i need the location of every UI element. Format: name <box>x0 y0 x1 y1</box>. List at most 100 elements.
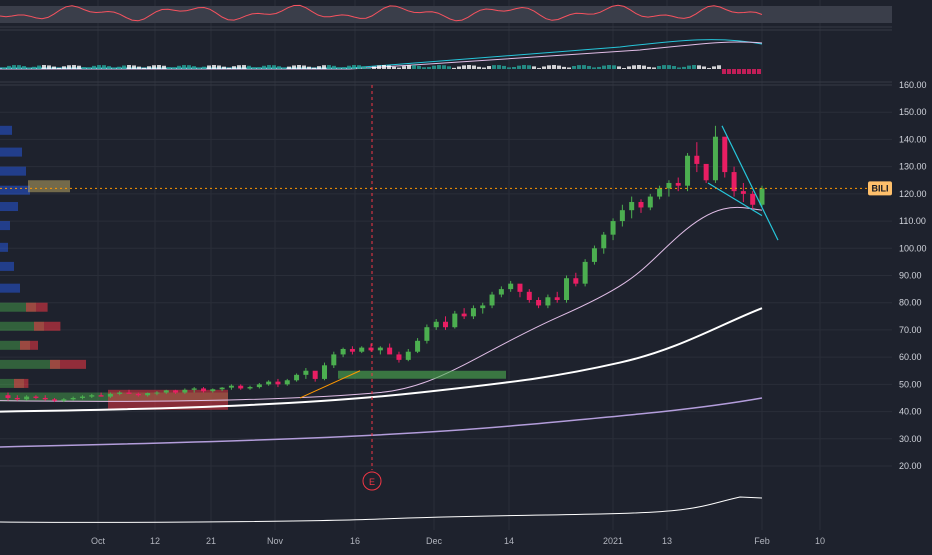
candle-body[interactable] <box>554 297 560 300</box>
candle-body[interactable] <box>219 387 225 390</box>
candle-body[interactable] <box>5 395 11 398</box>
candle-body[interactable] <box>508 283 514 290</box>
candle-body[interactable] <box>582 261 588 284</box>
adx-bar <box>547 65 551 69</box>
candle-body[interactable] <box>396 354 402 360</box>
candle-body[interactable] <box>70 397 76 400</box>
candle-body[interactable] <box>98 395 104 397</box>
candle-body[interactable] <box>657 188 663 197</box>
candle-body[interactable] <box>740 191 746 194</box>
candle-body[interactable] <box>610 221 616 235</box>
candle-body[interactable] <box>526 291 532 300</box>
candle-body[interactable] <box>312 370 318 379</box>
candle-body[interactable] <box>638 202 644 208</box>
candle-body[interactable] <box>107 393 113 397</box>
candle-body[interactable] <box>89 395 95 397</box>
candle-body[interactable] <box>601 234 607 249</box>
adx-bar <box>722 69 726 74</box>
candle-body[interactable] <box>52 399 58 401</box>
candle-body[interactable] <box>750 193 756 205</box>
candle-body[interactable] <box>564 278 570 300</box>
candle-body[interactable] <box>452 313 458 328</box>
candle-body[interactable] <box>182 389 188 393</box>
candle-body[interactable] <box>340 348 346 355</box>
candle-body[interactable] <box>694 155 700 164</box>
candle-body[interactable] <box>666 182 672 189</box>
candle-body[interactable] <box>24 396 30 400</box>
candle-body[interactable] <box>191 388 197 390</box>
candle-body[interactable] <box>256 384 262 388</box>
candle-body[interactable] <box>517 283 523 292</box>
adx-line-pink <box>0 41 763 70</box>
candles[interactable] <box>5 125 765 403</box>
candle-body[interactable] <box>321 365 327 379</box>
candle-body[interactable] <box>303 370 309 375</box>
price-axis[interactable]: 160.00 150.00 140.00 130.00 120.00 110.00 100.… <box>868 0 932 550</box>
candle-body[interactable] <box>489 294 495 306</box>
candle-body[interactable] <box>685 155 691 186</box>
candle-body[interactable] <box>703 163 709 181</box>
trendline-upper[interactable] <box>721 125 779 241</box>
price-tick-label: 140.00 <box>899 134 927 144</box>
candle-body[interactable] <box>275 381 281 385</box>
candle-body[interactable] <box>415 340 421 352</box>
candle-body[interactable] <box>238 385 244 389</box>
candle-body[interactable] <box>731 172 737 192</box>
candle-body[interactable] <box>461 313 467 317</box>
candle-body[interactable] <box>424 327 430 341</box>
adx-bar <box>187 65 191 69</box>
adx-bar <box>542 66 546 69</box>
candle-body[interactable] <box>377 347 383 351</box>
candle-body[interactable] <box>712 136 718 181</box>
candle-body[interactable] <box>117 392 123 394</box>
candle-body[interactable] <box>284 380 290 385</box>
candle-body[interactable] <box>145 393 151 396</box>
candle-body[interactable] <box>126 392 132 394</box>
candle-body[interactable] <box>470 308 476 317</box>
candle-body[interactable] <box>266 381 272 385</box>
candle-body[interactable] <box>61 399 67 401</box>
adx-bar <box>647 66 651 69</box>
candle-body[interactable] <box>405 351 411 360</box>
candle-body[interactable] <box>443 321 449 328</box>
candle-body[interactable] <box>591 248 597 262</box>
candle-body[interactable] <box>545 297 551 306</box>
candle-body[interactable] <box>619 210 625 222</box>
candle-body[interactable] <box>331 354 337 366</box>
adx-bar <box>267 65 271 69</box>
candle-body[interactable] <box>629 202 635 211</box>
candle-body[interactable] <box>163 390 169 393</box>
candle-body[interactable] <box>480 305 486 309</box>
candle-body[interactable] <box>210 389 216 392</box>
candle-body[interactable] <box>42 397 48 400</box>
candle-body[interactable] <box>498 289 504 295</box>
candle-body[interactable] <box>387 347 393 355</box>
candle-body[interactable] <box>294 374 300 381</box>
candle-body[interactable] <box>759 188 765 205</box>
candle-body[interactable] <box>200 388 206 392</box>
candle-body[interactable] <box>368 347 374 351</box>
candle-body[interactable] <box>433 321 439 328</box>
candle-body[interactable] <box>154 392 160 394</box>
candle-body[interactable] <box>349 348 355 352</box>
candle-body[interactable] <box>573 278 579 284</box>
profile-bar-red-9 <box>26 302 48 312</box>
candle-body[interactable] <box>675 182 681 186</box>
candle-body[interactable] <box>247 387 253 389</box>
candle-body[interactable] <box>135 393 141 396</box>
candle-body[interactable] <box>173 390 179 393</box>
candle-body[interactable] <box>722 136 728 173</box>
earnings-marker[interactable]: E <box>362 85 382 491</box>
candle-body[interactable] <box>79 396 85 398</box>
candle-body[interactable] <box>536 299 542 306</box>
candle-body[interactable] <box>33 396 39 398</box>
candle-body[interactable] <box>14 397 20 400</box>
time-axis[interactable]: Oct 12 21 Nov 16 Dec 14 2021 13 Feb 10 <box>91 536 825 546</box>
trendline-orange[interactable] <box>299 370 361 399</box>
candle-body[interactable] <box>228 385 234 388</box>
earnings-circle[interactable] <box>362 471 382 491</box>
candle-body[interactable] <box>359 347 365 352</box>
candle-body[interactable] <box>647 196 653 208</box>
